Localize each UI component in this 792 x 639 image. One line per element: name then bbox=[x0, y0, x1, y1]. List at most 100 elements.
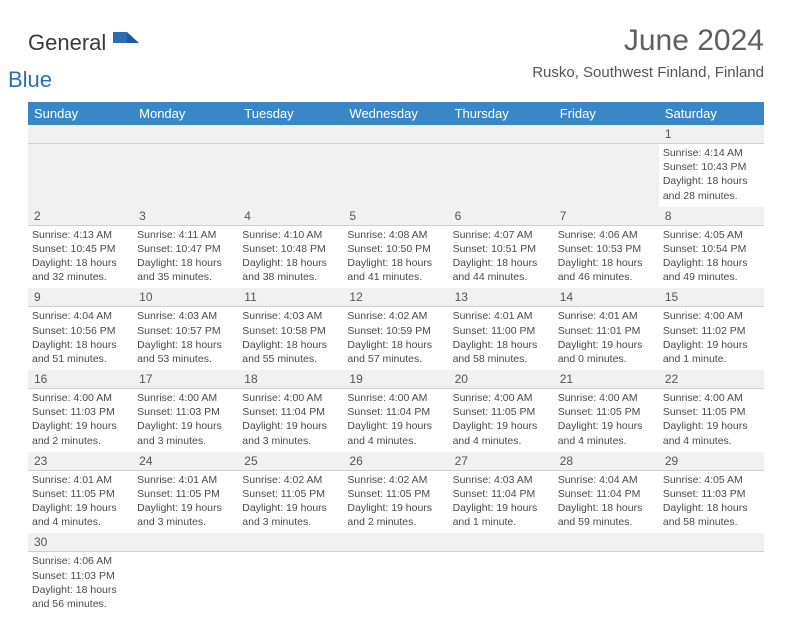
sunrise-text: Sunrise: 4:02 AM bbox=[242, 473, 339, 487]
daynum: . bbox=[449, 533, 554, 551]
day-cell bbox=[343, 552, 448, 615]
day-cell: Sunrise: 4:00 AMSunset: 11:02 PMDaylight… bbox=[659, 307, 764, 370]
week-row: Sunrise: 4:04 AMSunset: 10:56 PMDaylight… bbox=[28, 307, 764, 370]
daynum: . bbox=[133, 125, 238, 143]
daylight-text: Daylight: 19 hours and 3 minutes. bbox=[242, 501, 339, 529]
day-cell: Sunrise: 4:10 AMSunset: 10:48 PMDaylight… bbox=[238, 226, 343, 289]
sunset-text: Sunset: 11:05 PM bbox=[347, 487, 444, 501]
daynum: 15 bbox=[659, 288, 764, 306]
daynum-row: 23242526272829 bbox=[28, 452, 764, 471]
sunrise-text: Sunrise: 4:00 AM bbox=[663, 309, 760, 323]
day-cell: Sunrise: 4:05 AMSunset: 11:03 PMDaylight… bbox=[659, 471, 764, 534]
daylight-text: Daylight: 18 hours and 56 minutes. bbox=[32, 583, 129, 611]
day-cell: Sunrise: 4:00 AMSunset: 11:05 PMDaylight… bbox=[659, 389, 764, 452]
sunset-text: Sunset: 11:03 PM bbox=[32, 405, 129, 419]
sunset-text: Sunset: 11:03 PM bbox=[32, 569, 129, 583]
daynum: 19 bbox=[343, 370, 448, 388]
day-cell: Sunrise: 4:00 AMSunset: 11:04 PMDaylight… bbox=[238, 389, 343, 452]
weekday-label: Thursday bbox=[449, 102, 554, 125]
sunset-text: Sunset: 11:05 PM bbox=[242, 487, 339, 501]
day-cell: Sunrise: 4:02 AMSunset: 11:05 PMDaylight… bbox=[238, 471, 343, 534]
daynum: . bbox=[659, 533, 764, 551]
sunset-text: Sunset: 11:05 PM bbox=[137, 487, 234, 501]
day-cell bbox=[343, 144, 448, 207]
sunrise-text: Sunrise: 4:01 AM bbox=[558, 309, 655, 323]
day-cell: Sunrise: 4:13 AMSunset: 10:45 PMDaylight… bbox=[28, 226, 133, 289]
daylight-text: Daylight: 18 hours and 44 minutes. bbox=[453, 256, 550, 284]
day-cell: Sunrise: 4:06 AMSunset: 10:53 PMDaylight… bbox=[554, 226, 659, 289]
daylight-text: Daylight: 19 hours and 4 minutes. bbox=[453, 419, 550, 447]
day-cell: Sunrise: 4:00 AMSunset: 11:05 PMDaylight… bbox=[554, 389, 659, 452]
sunrise-text: Sunrise: 4:01 AM bbox=[137, 473, 234, 487]
daylight-text: Daylight: 19 hours and 3 minutes. bbox=[137, 501, 234, 529]
week-row: Sunrise: 4:06 AMSunset: 11:03 PMDaylight… bbox=[28, 552, 764, 615]
weekday-header: Sunday Monday Tuesday Wednesday Thursday… bbox=[28, 102, 764, 125]
week-row: Sunrise: 4:13 AMSunset: 10:45 PMDaylight… bbox=[28, 226, 764, 289]
week: ......1Sunrise: 4:14 AMSunset: 10:43 PMD… bbox=[28, 125, 764, 207]
daylight-text: Daylight: 18 hours and 49 minutes. bbox=[663, 256, 760, 284]
day-cell: Sunrise: 4:02 AMSunset: 11:05 PMDaylight… bbox=[343, 471, 448, 534]
daylight-text: Daylight: 19 hours and 4 minutes. bbox=[558, 419, 655, 447]
weekday-label: Friday bbox=[554, 102, 659, 125]
day-cell: Sunrise: 4:01 AMSunset: 11:00 PMDaylight… bbox=[449, 307, 554, 370]
sunset-text: Sunset: 10:53 PM bbox=[558, 242, 655, 256]
day-cell bbox=[449, 144, 554, 207]
day-cell bbox=[659, 552, 764, 615]
sunrise-text: Sunrise: 4:00 AM bbox=[137, 391, 234, 405]
sunset-text: Sunset: 11:03 PM bbox=[663, 487, 760, 501]
daynum: 7 bbox=[554, 207, 659, 225]
daylight-text: Daylight: 19 hours and 3 minutes. bbox=[242, 419, 339, 447]
daynum: 29 bbox=[659, 452, 764, 470]
daylight-text: Daylight: 18 hours and 55 minutes. bbox=[242, 338, 339, 366]
sunrise-text: Sunrise: 4:02 AM bbox=[347, 473, 444, 487]
sunset-text: Sunset: 10:59 PM bbox=[347, 324, 444, 338]
daynum: . bbox=[133, 533, 238, 551]
brand-word1: General bbox=[28, 30, 106, 55]
week-row: Sunrise: 4:01 AMSunset: 11:05 PMDaylight… bbox=[28, 471, 764, 534]
day-cell bbox=[449, 552, 554, 615]
sunrise-text: Sunrise: 4:05 AM bbox=[663, 228, 760, 242]
sunset-text: Sunset: 10:57 PM bbox=[137, 324, 234, 338]
daylight-text: Daylight: 18 hours and 41 minutes. bbox=[347, 256, 444, 284]
daynum: 23 bbox=[28, 452, 133, 470]
daynum: 16 bbox=[28, 370, 133, 388]
sunrise-text: Sunrise: 4:04 AM bbox=[558, 473, 655, 487]
sunrise-text: Sunrise: 4:00 AM bbox=[663, 391, 760, 405]
daynum: 21 bbox=[554, 370, 659, 388]
sunset-text: Sunset: 11:04 PM bbox=[347, 405, 444, 419]
daynum: . bbox=[343, 533, 448, 551]
daynum: 1 bbox=[659, 125, 764, 143]
day-cell: Sunrise: 4:00 AMSunset: 11:03 PMDaylight… bbox=[28, 389, 133, 452]
day-cell: Sunrise: 4:00 AMSunset: 11:05 PMDaylight… bbox=[449, 389, 554, 452]
daynum: 22 bbox=[659, 370, 764, 388]
daylight-text: Daylight: 19 hours and 3 minutes. bbox=[137, 419, 234, 447]
daynum: 14 bbox=[554, 288, 659, 306]
sunset-text: Sunset: 11:05 PM bbox=[558, 405, 655, 419]
daylight-text: Daylight: 19 hours and 4 minutes. bbox=[663, 419, 760, 447]
day-cell bbox=[238, 552, 343, 615]
week-row: Sunrise: 4:14 AMSunset: 10:43 PMDaylight… bbox=[28, 144, 764, 207]
daynum: 20 bbox=[449, 370, 554, 388]
day-cell bbox=[133, 144, 238, 207]
sunset-text: Sunset: 10:54 PM bbox=[663, 242, 760, 256]
daylight-text: Daylight: 18 hours and 38 minutes. bbox=[242, 256, 339, 284]
sunset-text: Sunset: 11:01 PM bbox=[558, 324, 655, 338]
sunrise-text: Sunrise: 4:01 AM bbox=[32, 473, 129, 487]
daylight-text: Daylight: 18 hours and 58 minutes. bbox=[663, 501, 760, 529]
daynum-row: 9101112131415 bbox=[28, 288, 764, 307]
daynum: . bbox=[449, 125, 554, 143]
day-cell: Sunrise: 4:00 AMSunset: 11:04 PMDaylight… bbox=[343, 389, 448, 452]
daylight-text: Daylight: 18 hours and 53 minutes. bbox=[137, 338, 234, 366]
day-cell: Sunrise: 4:03 AMSunset: 11:04 PMDaylight… bbox=[449, 471, 554, 534]
day-cell bbox=[554, 552, 659, 615]
daynum: 27 bbox=[449, 452, 554, 470]
sunset-text: Sunset: 11:05 PM bbox=[663, 405, 760, 419]
sunset-text: Sunset: 10:56 PM bbox=[32, 324, 129, 338]
daylight-text: Daylight: 18 hours and 57 minutes. bbox=[347, 338, 444, 366]
sunrise-text: Sunrise: 4:00 AM bbox=[242, 391, 339, 405]
sunrise-text: Sunrise: 4:07 AM bbox=[453, 228, 550, 242]
sunrise-text: Sunrise: 4:14 AM bbox=[663, 146, 760, 160]
sunrise-text: Sunrise: 4:00 AM bbox=[558, 391, 655, 405]
sunset-text: Sunset: 11:05 PM bbox=[32, 487, 129, 501]
day-cell: Sunrise: 4:06 AMSunset: 11:03 PMDaylight… bbox=[28, 552, 133, 615]
